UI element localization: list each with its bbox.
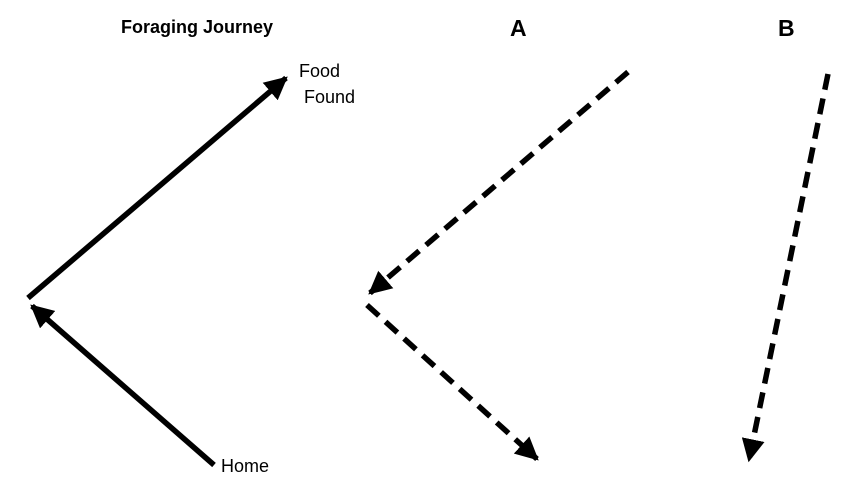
panel-a-return-path — [365, 69, 630, 462]
diagram-title: Foraging Journey — [121, 17, 274, 37]
turn-to-food-arrow — [26, 75, 288, 301]
panel-a-label: A — [510, 15, 527, 41]
food-found-label-line1: Food — [299, 61, 341, 81]
panel-a-first-leg-arrow — [368, 69, 630, 296]
home-to-turn-arrow — [30, 303, 216, 468]
foraging-journey-path — [26, 75, 288, 468]
panel-a-second-leg-arrow — [365, 302, 539, 462]
home-label: Home — [221, 456, 270, 476]
food-found-label-line2: Found — [304, 87, 356, 107]
panel-b-direct-arrow — [741, 73, 831, 463]
panel-b-label: B — [778, 15, 795, 41]
panel-b-return-path — [741, 73, 831, 463]
